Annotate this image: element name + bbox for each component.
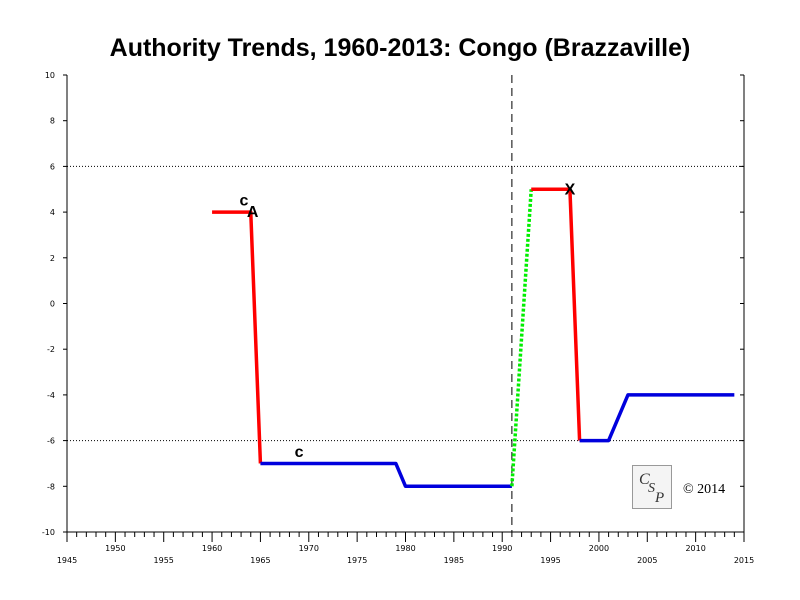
x-tick-label: 1975 [347, 556, 367, 565]
csp-logo: C S P [632, 465, 672, 509]
y-tick-label: 8 [50, 117, 55, 126]
annotation-c: c [295, 444, 304, 461]
series-blue-line [260, 461, 512, 489]
annotation-c: c [240, 193, 249, 210]
series-red-line [531, 187, 582, 441]
chart-title: Authority Trends, 1960-2013: Congo (Braz… [109, 34, 691, 62]
series-blue-line [579, 393, 735, 443]
x-tick-label: 2015 [734, 556, 754, 565]
x-tick-label: 1985 [444, 556, 464, 565]
series-green-dotted-line [510, 189, 533, 487]
x-tick-label: 1990 [492, 544, 512, 553]
y-tick-label: 10 [45, 71, 55, 80]
svg-text:P: P [654, 490, 664, 506]
y-tick-label: -6 [47, 437, 55, 446]
y-tick-label: -10 [42, 528, 55, 537]
svg-text:C: C [639, 471, 650, 488]
x-tick-label: 1995 [540, 556, 560, 565]
y-tick-label: -2 [47, 345, 55, 354]
y-tick-label: 0 [50, 300, 55, 309]
x-tick-label: 1965 [250, 556, 270, 565]
y-tick-label: 2 [50, 254, 55, 263]
x-tick-label: 1980 [395, 544, 415, 553]
x-tick-label: 1945 [57, 556, 77, 565]
x-tick-label: 1955 [154, 556, 174, 565]
y-tick-label: 4 [50, 208, 55, 217]
copyright-text: © 2014 [683, 482, 726, 497]
y-tick-label: -4 [47, 391, 55, 400]
svg-text:S: S [648, 481, 655, 496]
annotation-A: A [247, 204, 259, 221]
x-tick-label: 2010 [685, 544, 705, 553]
x-tick-label: 1950 [105, 544, 125, 553]
series-red-line [212, 210, 263, 464]
y-tick-label: 6 [50, 162, 55, 171]
x-tick-label: 1960 [202, 544, 222, 553]
x-tick-label: 1970 [299, 544, 319, 553]
x-tick-label: 2000 [589, 544, 609, 553]
annotation-X: X [565, 181, 576, 198]
x-tick-label: 2005 [637, 556, 657, 565]
y-tick-label: -8 [47, 482, 55, 491]
